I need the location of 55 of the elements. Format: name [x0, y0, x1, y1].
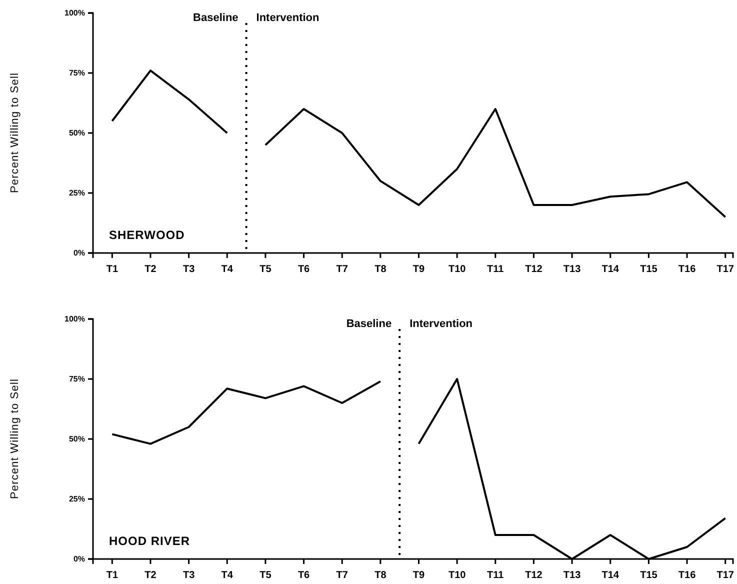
- x-tick-label: T15: [640, 264, 658, 275]
- x-tick-label: T6: [298, 570, 310, 581]
- y-tick-label: 25%: [68, 188, 85, 198]
- x-tick-label: T10: [448, 264, 466, 275]
- x-tick-label: T1: [106, 570, 118, 581]
- x-tick-label: T4: [221, 570, 234, 581]
- text: SHERWOOD: [109, 228, 185, 242]
- x-tick-label: T2: [144, 264, 157, 275]
- x-tick-label: T12: [525, 570, 543, 581]
- y-tick-label: 50%: [68, 128, 85, 138]
- y-tick-label: 0%: [73, 248, 85, 258]
- x-tick-label: T13: [563, 570, 582, 581]
- text: HOOD RIVER: [109, 534, 190, 548]
- annotation: Intervention: [410, 318, 473, 330]
- x-tick-label: T6: [298, 264, 310, 275]
- annotation: Baseline: [193, 12, 238, 24]
- x-tick-label: T7: [336, 264, 348, 275]
- y-tick-label: 100%: [64, 314, 85, 324]
- x-tick-label: T2: [144, 570, 157, 581]
- y-tick-label: 50%: [68, 434, 85, 444]
- x-tick-label: T8: [374, 264, 387, 275]
- line-series: [111, 380, 382, 445]
- x-tick-label: T7: [336, 570, 348, 581]
- y-tick-label: 100%: [64, 8, 85, 18]
- y-tick-label: 75%: [68, 68, 85, 78]
- x-tick-label: T16: [678, 570, 696, 581]
- x-tick-label: T9: [412, 264, 426, 275]
- x-tick-label: T9: [412, 570, 426, 581]
- y-tick-label: 75%: [68, 374, 85, 384]
- x-tick-label: T1: [106, 264, 118, 275]
- x-tick-label: T5: [260, 264, 272, 275]
- x-tick-label: T4: [221, 264, 234, 275]
- y-axis-title: Percent Willing to Sell: [9, 73, 21, 193]
- x-tick-label: T17: [716, 570, 734, 581]
- x-tick-label: T3: [182, 264, 196, 275]
- annotation: Intervention: [256, 12, 320, 24]
- x-tick-label: T15: [640, 570, 658, 581]
- x-tick-label: T11: [487, 570, 504, 581]
- x-tick-label: T11: [487, 264, 504, 275]
- x-tick-label: T10: [448, 570, 466, 581]
- x-tick-label: T3: [182, 570, 196, 581]
- x-tick-label: T8: [374, 570, 387, 581]
- x-tick-label: T17: [716, 264, 734, 275]
- y-axis-title: Percent Willing to Sell: [9, 379, 21, 499]
- line-series: [264, 108, 726, 218]
- x-tick-label: T13: [563, 264, 582, 275]
- y-tick-label: 25%: [68, 494, 85, 504]
- x-tick-label: T14: [602, 570, 620, 581]
- x-tick-label: T12: [525, 264, 543, 275]
- x-tick-label: T16: [678, 264, 696, 275]
- x-tick-label: T5: [260, 570, 272, 581]
- x-tick-label: T14: [602, 264, 620, 275]
- annotation: Baseline: [346, 318, 392, 330]
- line-series: [111, 70, 228, 134]
- y-tick-label: 0%: [73, 554, 85, 564]
